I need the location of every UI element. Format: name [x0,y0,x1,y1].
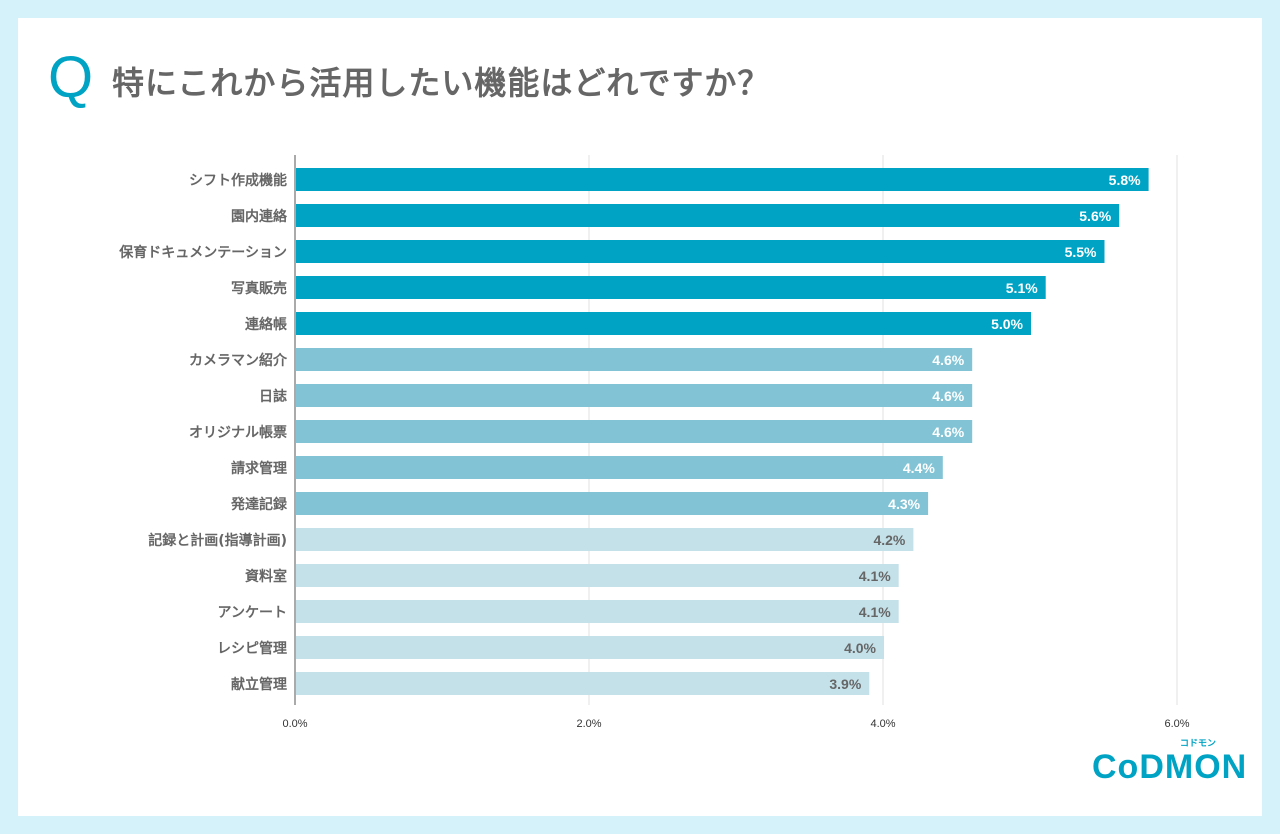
bar [296,168,1149,191]
bar [296,456,943,479]
data-label: 4.1% [859,568,891,584]
category-label: 園内連絡 [231,208,288,225]
bar [296,672,870,695]
logo-sub: コドモン [1180,738,1217,748]
category-label: アンケート [218,605,287,621]
codmon-logo: コドモン CoDMON [1092,738,1247,785]
data-label: 5.8% [1109,172,1141,188]
bar [296,384,973,407]
bar [296,348,973,371]
data-label: 5.6% [1079,208,1111,224]
category-label: 写真販売 [231,280,287,297]
data-label: 4.1% [859,604,891,620]
data-label: 4.6% [932,388,964,404]
data-label: 4.3% [888,496,920,512]
bar [296,204,1120,227]
category-label: 発達記録 [230,496,288,513]
bar [296,636,884,659]
data-label: 5.5% [1065,244,1097,260]
category-label: 日誌 [259,388,287,405]
chart-title: 特にこれから活用したい機能はどれですか？ [112,64,771,102]
data-label: 5.0% [991,316,1023,332]
data-label: 3.9% [829,676,861,692]
category-label: カメラマン紹介 [189,352,288,369]
x-tick-label: 6.0% [1164,718,1189,730]
data-label: 4.6% [932,424,964,440]
category-label: シフト作成機能 [189,172,287,189]
category-label: 献立管理 [231,676,287,693]
bar [296,564,899,587]
bar [296,528,914,551]
data-label: 4.2% [873,532,905,548]
data-label: 4.0% [844,640,876,656]
category-label: オリジナル帳票 [189,424,287,441]
question-mark-q: Q [48,45,94,110]
bar [296,312,1031,335]
x-tick-label: 4.0% [870,718,895,730]
bar [296,276,1046,299]
x-tick-label: 2.0% [576,718,601,730]
category-label: 請求管理 [231,460,287,477]
x-tick-label: 0.0% [282,718,307,730]
bar [296,492,929,515]
category-label: レシピ管理 [217,640,287,657]
category-label: 連絡帳 [245,316,287,333]
category-label: 資料室 [245,568,287,585]
data-label: 4.4% [903,460,935,476]
logo-text: CoDMON [1092,748,1248,786]
bar [296,420,973,443]
data-label: 4.6% [932,352,964,368]
category-label: 記録と計画(指導計画) [148,532,287,549]
bar [296,600,899,623]
bar [296,240,1105,263]
category-label: 保育ドキュメンテーション [118,244,287,261]
data-label: 5.1% [1006,280,1038,296]
